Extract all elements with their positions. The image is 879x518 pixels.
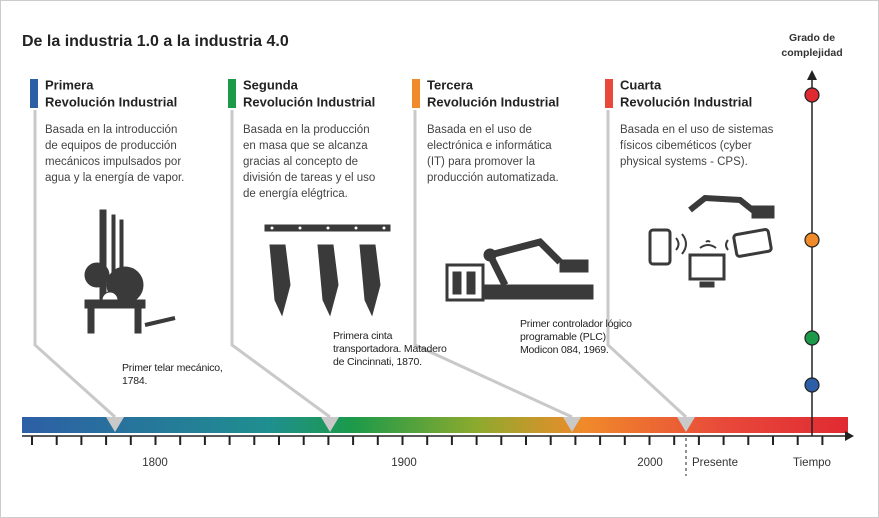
milestone-note: 1784. bbox=[122, 375, 147, 387]
milestone-note: Primer controlador lógico bbox=[520, 318, 632, 330]
milestone-note: de Cincinnati, 1870. bbox=[333, 356, 422, 368]
infographic: De la industria 1.0 a la industria 4.0 Gr… bbox=[0, 0, 879, 518]
revolution-description: Basada en el uso de sistemas bbox=[620, 124, 774, 136]
revolution-heading: Cuarta bbox=[620, 77, 662, 92]
color-tag bbox=[30, 79, 38, 108]
revolution-description: physical systems - CPS). bbox=[620, 156, 748, 168]
color-tag bbox=[412, 79, 420, 108]
revolution-heading: Primera bbox=[45, 77, 94, 92]
color-tag bbox=[228, 79, 236, 108]
revolution-description: de energía elégtrica. bbox=[243, 188, 348, 200]
revolution-description: electrónica e informática bbox=[427, 140, 552, 152]
revolution-description: (IT) para promover la bbox=[427, 156, 536, 168]
revolution-description: división de tareas y el uso bbox=[243, 172, 375, 184]
revolution-heading: Revolución Industrial bbox=[427, 94, 559, 109]
revolution-description: Basada en el uso de bbox=[427, 124, 532, 136]
timeline-bar bbox=[22, 417, 848, 433]
milestone-note: transportadora. Matadero bbox=[333, 343, 447, 355]
revolution-description: físicos cibeméticos (cyber bbox=[620, 140, 752, 152]
milestone-note: Primera cinta bbox=[333, 330, 393, 342]
complexity-label: Grado de bbox=[789, 32, 835, 44]
revolution-description: agua y la energía de vapor. bbox=[45, 172, 184, 184]
milestone-note: Primer telar mecánico, bbox=[122, 362, 223, 374]
present-label: Presente bbox=[692, 457, 738, 469]
revolution-description: mecánicos impulsados por bbox=[45, 156, 181, 168]
revolution-heading: Tercera bbox=[427, 77, 474, 92]
color-tag bbox=[605, 79, 613, 108]
milestone-note: Modicon 084, 1969. bbox=[520, 344, 609, 356]
revolution-heading: Revolución Industrial bbox=[45, 94, 177, 109]
revolution-description: producción automatizada. bbox=[427, 172, 559, 184]
revolution-description: Basada en la introducción bbox=[45, 124, 177, 136]
revolution-description: de equipos de producción bbox=[45, 140, 177, 152]
year-label: 1800 bbox=[142, 457, 168, 469]
revolution-description: Basada en la producción bbox=[243, 124, 370, 136]
revolution-heading: Revolución Industrial bbox=[243, 94, 375, 109]
title: De la industria 1.0 a la industria 4.0 bbox=[22, 33, 289, 50]
year-label: 1900 bbox=[391, 457, 417, 469]
milestone-note: programable (PLC) bbox=[520, 331, 606, 343]
revolution-description: gracias al concepto de bbox=[243, 156, 358, 168]
revolution-heading: Segunda bbox=[243, 77, 299, 92]
revolution-description: en masa que se alcanza bbox=[243, 140, 368, 152]
time-label: Tiempo bbox=[793, 457, 831, 469]
complexity-label: complejidad bbox=[781, 47, 842, 59]
revolution-heading: Revolución Industrial bbox=[620, 94, 752, 109]
year-label: 2000 bbox=[637, 457, 663, 469]
